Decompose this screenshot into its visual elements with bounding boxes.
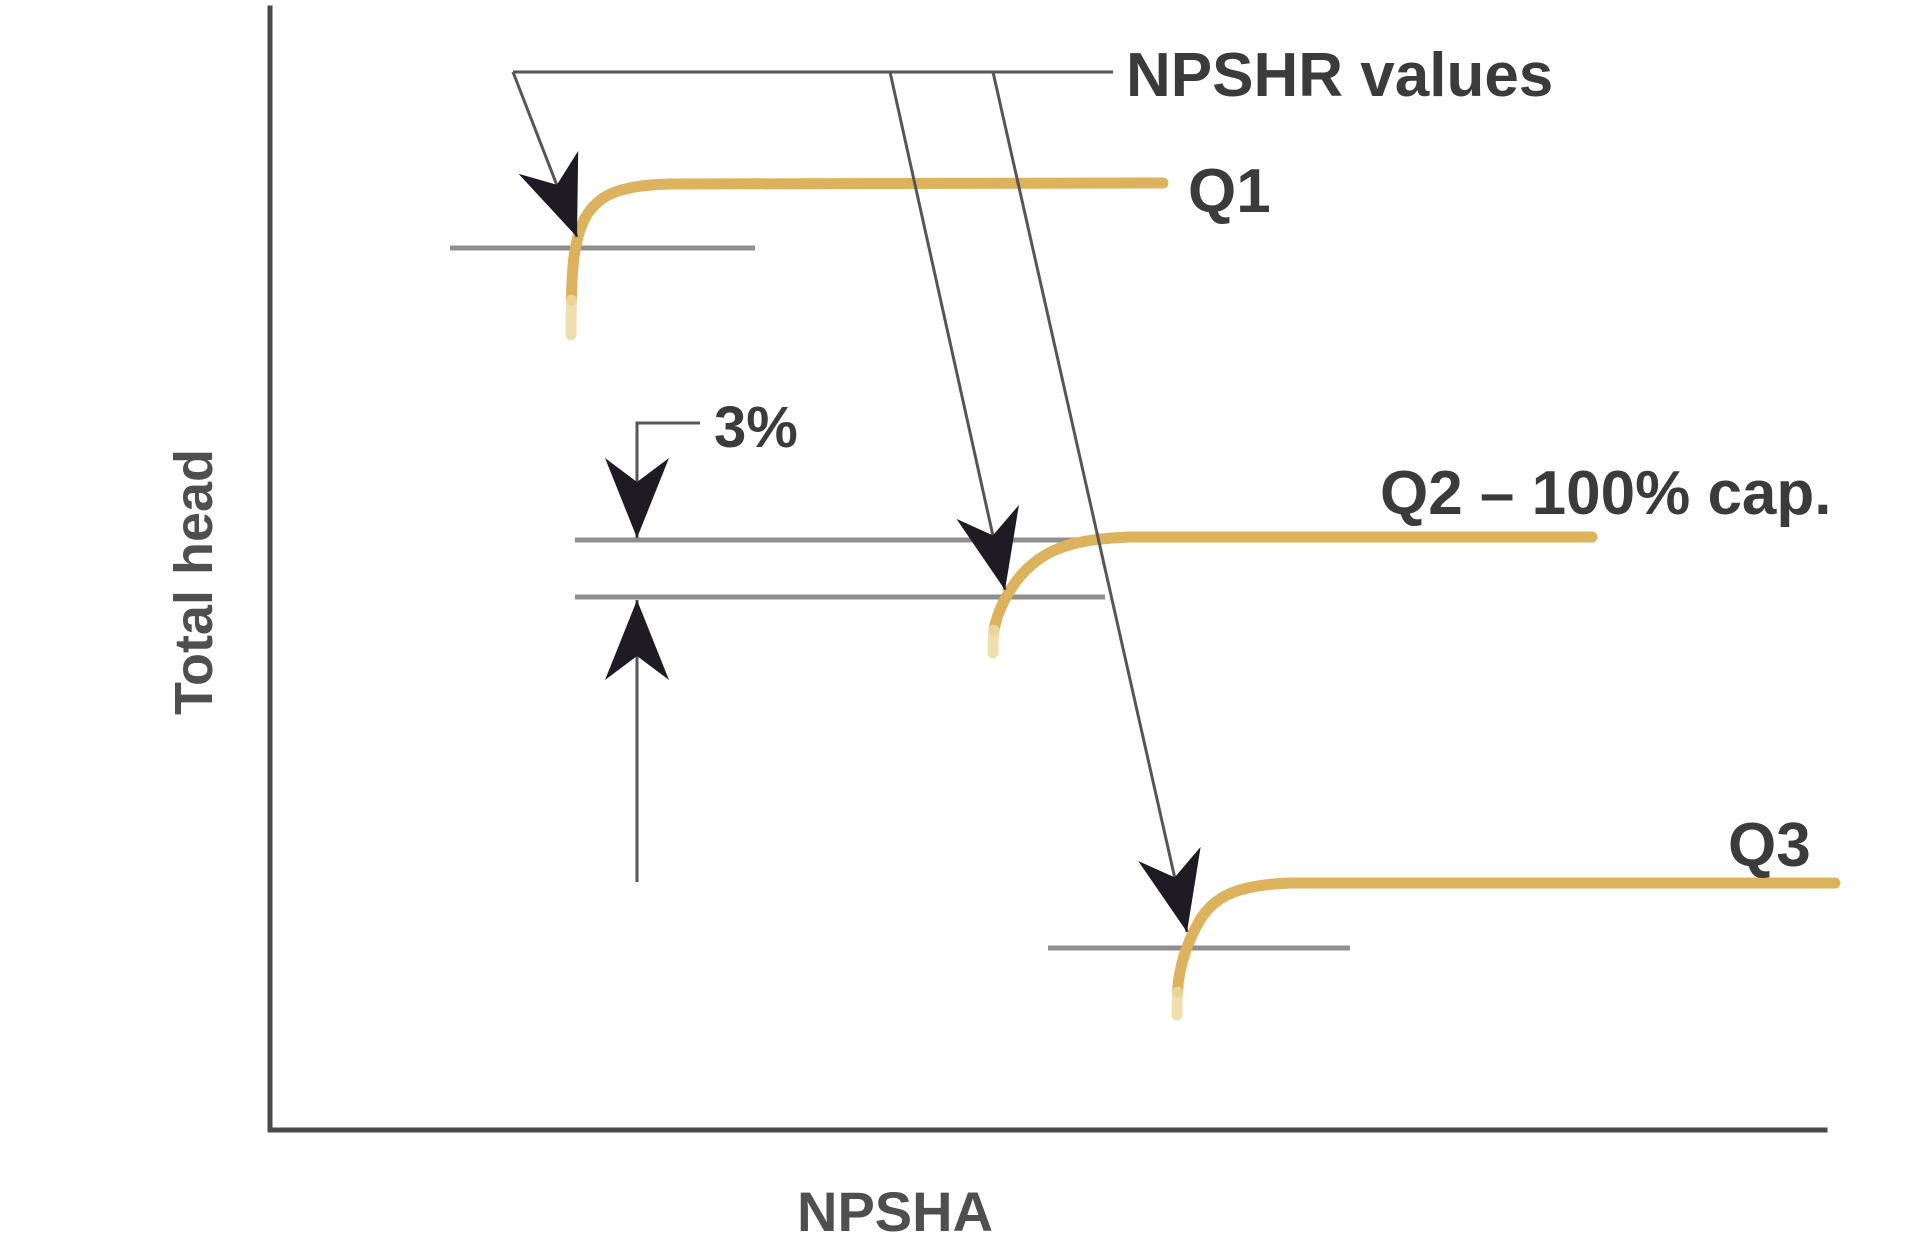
npshr-leader-to-q2 <box>888 71 1007 591</box>
q3-curve <box>1172 877 1841 998</box>
arrowhead-3pct-up <box>605 600 669 680</box>
q3-series-label: Q3 <box>1728 811 1811 880</box>
q2-series-label: Q2 – 100% cap. <box>1380 459 1832 528</box>
q1-curve-fade-tail <box>565 294 577 341</box>
y-axis-label: Total head <box>164 449 224 715</box>
arrowhead-3pct-down <box>605 458 669 538</box>
q1-series-label: Q1 <box>1188 157 1271 226</box>
three-percent-label: 3% <box>714 395 798 460</box>
npshr-values-label: NPSHR values <box>1126 41 1553 110</box>
arrowhead-q1-npshr <box>518 150 579 237</box>
arrowhead-q3-npshr <box>1138 846 1201 932</box>
arrowhead-q2-npshr <box>956 504 1019 590</box>
npshr-leader-to-q3 <box>991 71 1189 933</box>
q2-curve <box>988 531 1598 636</box>
q2-curve-fade-tail <box>987 624 1000 659</box>
q1-curve <box>566 177 1169 306</box>
xy-axes <box>267 5 1828 1133</box>
x-axis-label: NPSHA <box>797 1180 993 1243</box>
q3-curve-fade-tail <box>1171 986 1183 1021</box>
